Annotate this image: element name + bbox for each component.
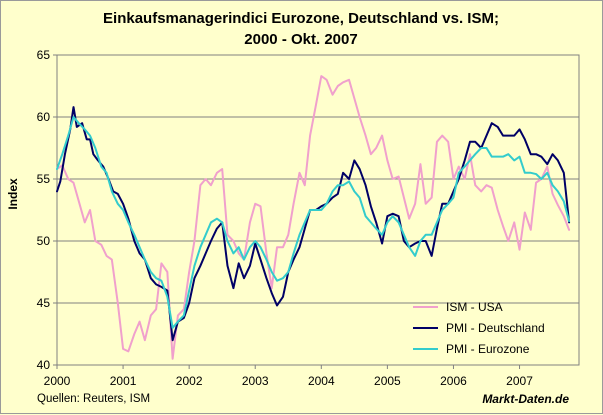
y-tick-label: 40 (37, 358, 51, 372)
legend-label-pmi-deutschland: PMI - Deutschland (446, 321, 545, 335)
x-tick-label: 2000 (44, 374, 71, 388)
x-tick-label: 2005 (374, 374, 401, 388)
source-text: Quellen: Reuters, ISM (37, 393, 150, 405)
series-line-ism-usa (56, 75, 571, 360)
x-tick-label: 2004 (308, 374, 335, 388)
chart-title-line1: Einkaufsmanagerindici Eurozone, Deutschl… (103, 10, 499, 27)
series-layer (56, 75, 571, 360)
y-tick-label: 45 (37, 296, 51, 310)
legend-label-ism-usa: ISM - USA (446, 300, 503, 314)
x-tick-label: 2003 (242, 374, 269, 388)
x-tick-label: 2007 (506, 374, 533, 388)
y-tick-label: 60 (37, 110, 51, 124)
axes: 40 45 50 55 60 65 2000 2001 2002 2003 2004 2005 2006… (37, 48, 534, 388)
x-tick-label: 2002 (176, 374, 203, 388)
grid (57, 116, 579, 304)
series-line-pmi-eurozone (56, 116, 571, 329)
brand-text: Markt-Daten.de (482, 392, 569, 406)
x-tick-label: 2001 (110, 374, 137, 388)
chart-title-line2: 2000 - Okt. 2007 (244, 31, 357, 48)
x-tick-label: 2006 (440, 374, 467, 388)
y-axis-label: Index (6, 178, 20, 210)
legend: ISM - USA PMI - Deutschland PMI - Eurozone (413, 300, 545, 356)
y-tick-label: 65 (37, 48, 51, 62)
y-tick-label: 55 (37, 172, 51, 186)
y-tick-label: 50 (37, 234, 51, 248)
legend-label-pmi-eurozone: PMI - Eurozone (446, 342, 530, 356)
